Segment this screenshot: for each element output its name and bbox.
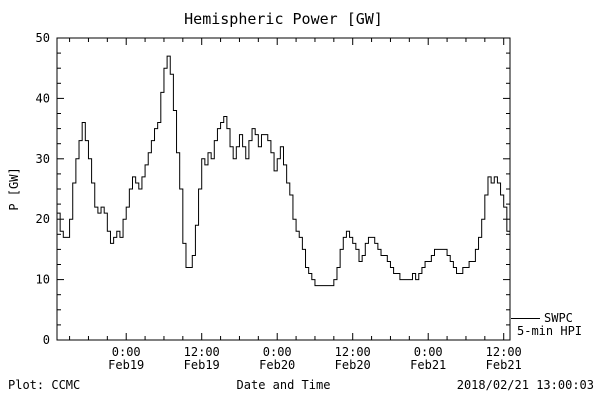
chart-title: Hemispheric Power [GW] <box>184 10 383 28</box>
svg-text:0:00: 0:00 <box>112 345 141 359</box>
svg-text:Feb19: Feb19 <box>184 358 220 372</box>
legend-source-label: SWPC <box>544 311 573 325</box>
legend-series-label: 5-min HPI <box>517 324 583 338</box>
svg-text:12:00: 12:00 <box>335 345 371 359</box>
svg-text:0:00: 0:00 <box>414 345 443 359</box>
plot-credit: Plot: CCMC <box>8 378 81 392</box>
hpi-series-line <box>57 55 511 287</box>
svg-text:50: 50 <box>36 31 50 45</box>
svg-text:12:00: 12:00 <box>486 345 522 359</box>
svg-text:Feb20: Feb20 <box>335 358 371 372</box>
svg-text:40: 40 <box>36 91 50 105</box>
svg-text:Feb20: Feb20 <box>259 358 295 372</box>
svg-text:30: 30 <box>36 152 50 166</box>
svg-text:0:00: 0:00 <box>263 345 292 359</box>
y-axis-label: P [GW] <box>7 167 21 211</box>
svg-text:Feb21: Feb21 <box>486 358 522 372</box>
svg-text:0: 0 <box>43 333 50 347</box>
legend-line-sample-icon <box>511 318 540 319</box>
timestamp: 2018/02/21 13:00:03 <box>456 378 594 392</box>
legend-row-source: SWPC <box>511 312 582 325</box>
svg-text:Feb21: Feb21 <box>410 358 446 372</box>
svg-text:12:00: 12:00 <box>184 345 220 359</box>
svg-text:Feb19: Feb19 <box>108 358 144 372</box>
svg-text:10: 10 <box>36 273 50 287</box>
legend: SWPC 5-min HPI <box>511 312 582 338</box>
x-axis-label: Date and Time <box>236 378 331 392</box>
svg-text:20: 20 <box>36 212 50 226</box>
